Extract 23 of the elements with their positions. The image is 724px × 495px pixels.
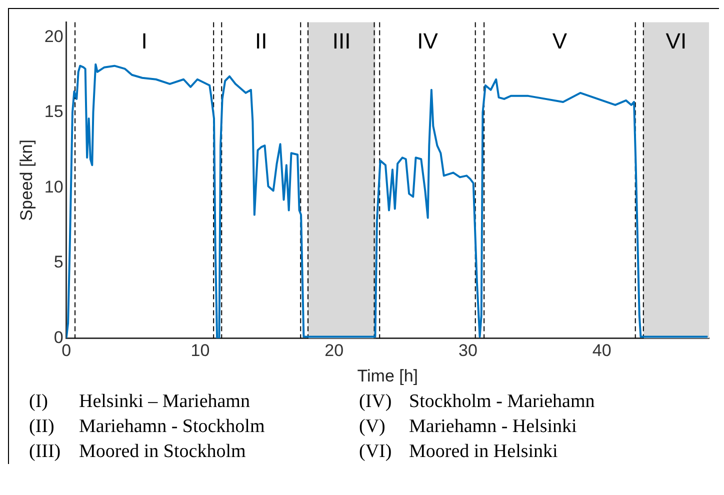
text: (III) Moored in Stockholm [29, 440, 246, 464]
text: (V) Mariehamn - Helsinki [359, 416, 577, 437]
y-tick-label: 20 [44, 26, 64, 46]
annotation: V [552, 28, 568, 54]
annotation: II [255, 28, 268, 54]
band-label: VI [666, 28, 687, 54]
y-tick-label: 5 [54, 252, 64, 272]
annotation: IV [417, 28, 438, 54]
y-tick-label: 0 [54, 328, 64, 347]
text: (II) Mariehamn - Stockholm [29, 416, 265, 437]
x-tick-label: 40 [592, 341, 612, 360]
x-axis-title: Time [h] [357, 366, 418, 386]
x-tick-label: 10 [190, 341, 210, 360]
band-label: III [332, 28, 351, 54]
y-tick-label: 15 [44, 102, 64, 122]
text: (I) Helsinki – Mariehamn [29, 391, 250, 412]
text: (IV) Stockholm - Mariehamn [359, 390, 595, 414]
y-axis-title: Speed [kn] [16, 140, 36, 221]
x-tick-label: 30 [458, 341, 478, 360]
annotation: I [141, 28, 148, 54]
y-tick-label: 10 [44, 177, 64, 196]
x-tick-label: 20 [324, 341, 344, 360]
text: (VI) Moored in Helsinki [359, 440, 558, 464]
